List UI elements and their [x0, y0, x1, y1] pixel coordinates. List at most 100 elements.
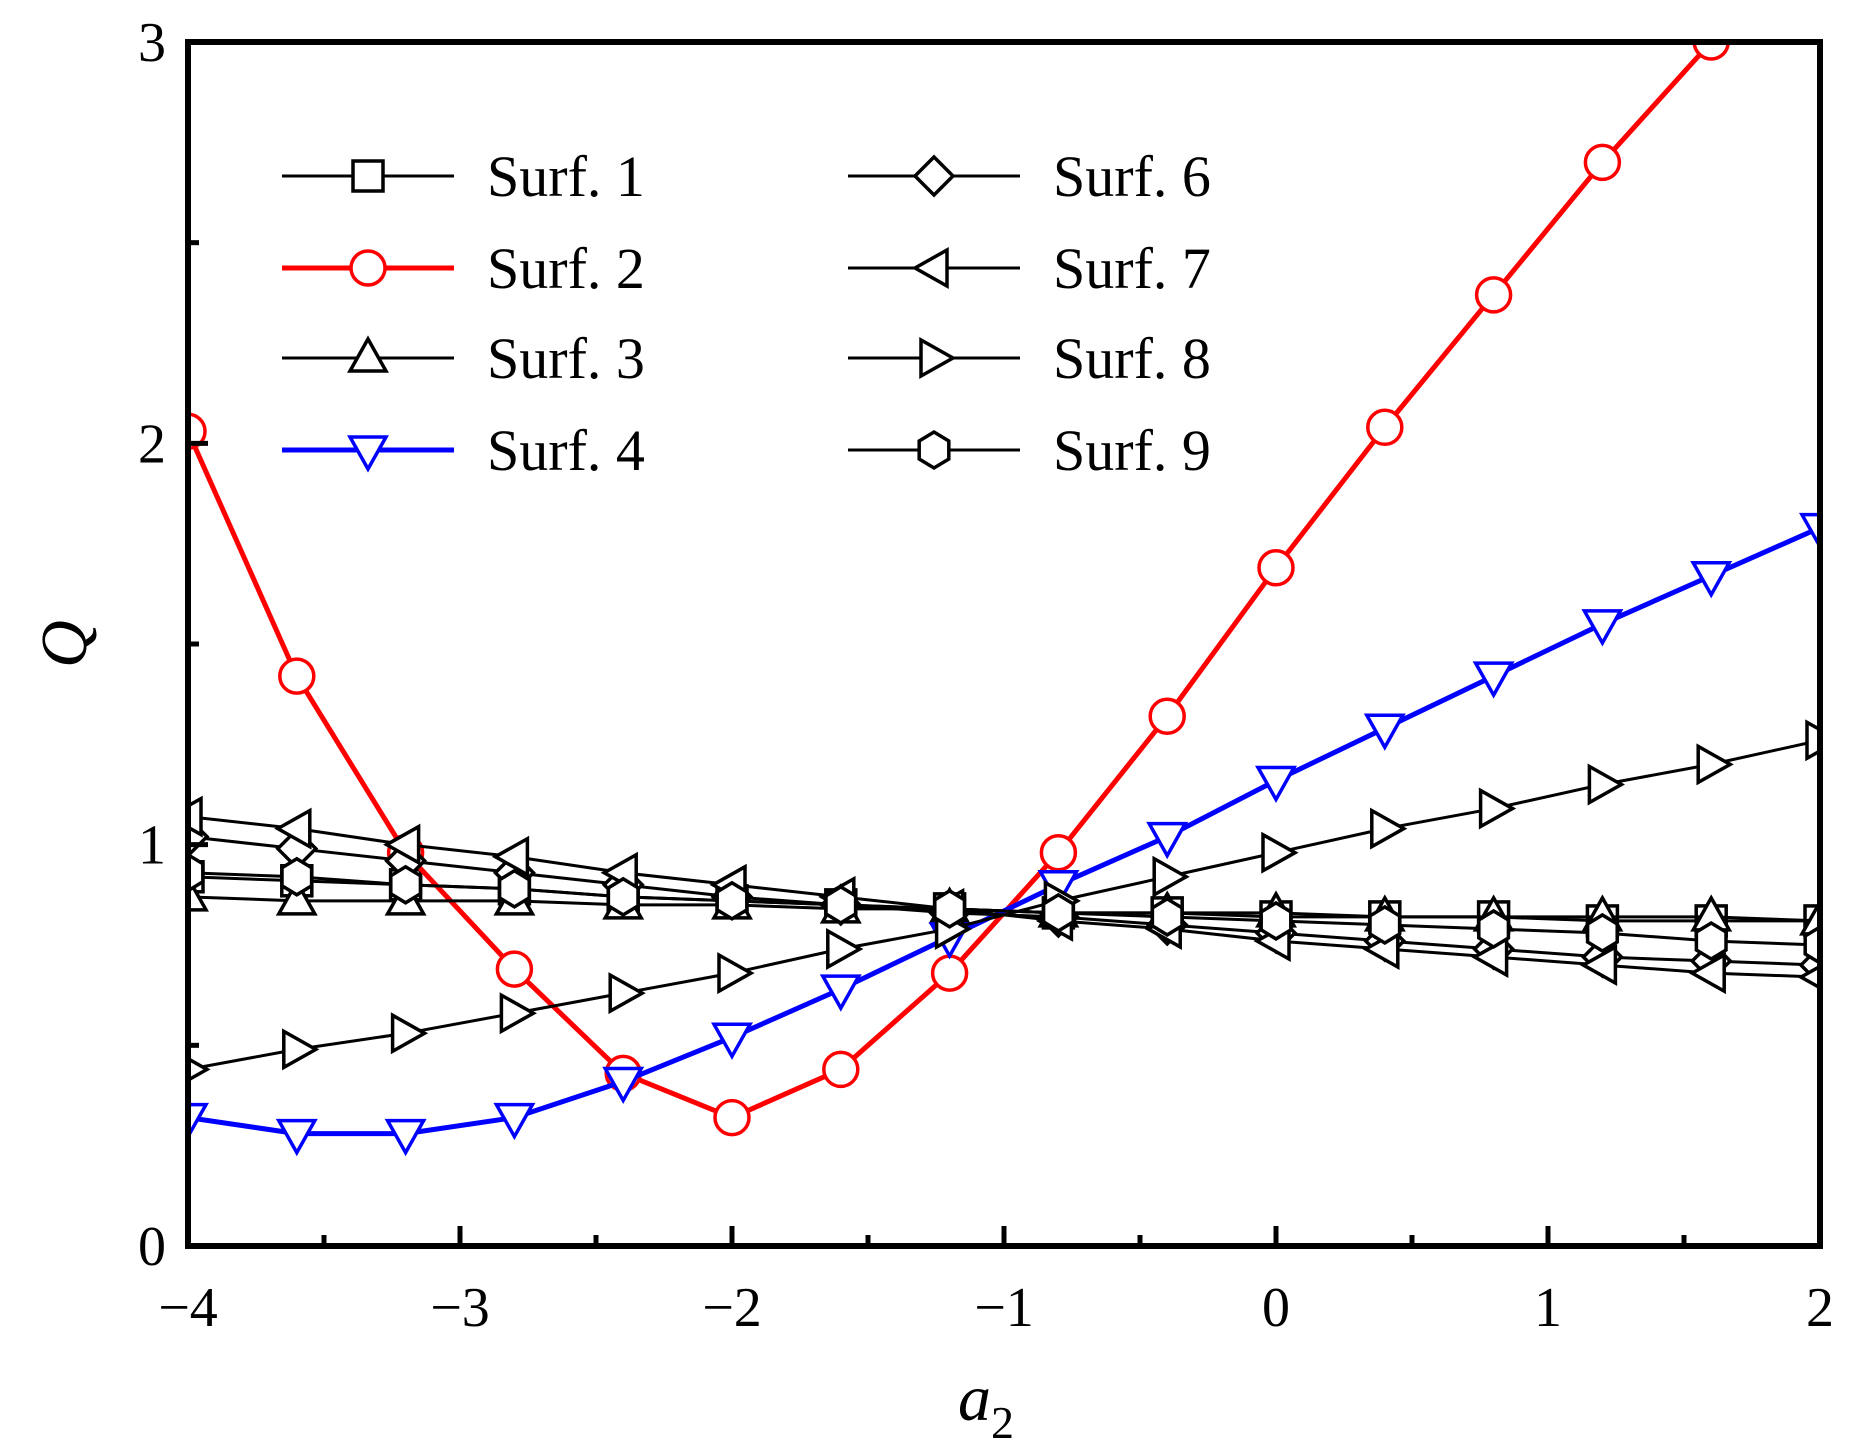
data-point-surf-9-5 — [715, 880, 749, 921]
legend-label-surf-9: Surf. 9 — [1053, 418, 1211, 483]
data-point-surf-9-14 — [1694, 920, 1728, 962]
data-point-surf-2-6 — [822, 1050, 860, 1089]
legend-label-surf-6: Surf. 6 — [1053, 144, 1211, 209]
data-point-surf-8-15 — [1805, 719, 1820, 762]
legend-marker-surf-7 — [911, 247, 949, 289]
y-tick-label: 0 — [138, 1216, 166, 1278]
data-point-surf-8-3 — [499, 992, 537, 1035]
data-point-surf-8-13 — [1587, 763, 1625, 806]
data-point-surf-4-12 — [1472, 661, 1515, 699]
data-point-surf-9-4 — [606, 876, 640, 917]
data-point-surf-2-10 — [1257, 548, 1295, 587]
y-tick-label: 1 — [138, 815, 166, 877]
data-point-surf-4-1 — [275, 1118, 318, 1157]
data-point-surf-9-0 — [188, 852, 205, 893]
legend-entry-surf-2: Surf. 2 — [282, 236, 645, 301]
data-point-surf-4-0 — [188, 1102, 209, 1141]
y-axis-title: Q — [28, 620, 101, 668]
legend-entry-surf-8: Surf. 8 — [848, 326, 1211, 391]
legend: Surf. 1 Surf. 2 Surf. 3 Surf. 4 Surf. 6 Surf.… — [282, 144, 1211, 483]
x-tick-label: 1 — [1534, 1277, 1562, 1339]
legend-label-surf-1: Surf. 1 — [487, 144, 645, 209]
data-point-surf-8-6 — [826, 928, 864, 971]
data-point-surf-7-13 — [1579, 944, 1618, 987]
data-point-surf-9-12 — [1477, 908, 1511, 949]
data-point-surf-9-11 — [1368, 904, 1402, 945]
data-point-surf-9-8 — [1041, 892, 1075, 933]
legend-marker-surf-3 — [347, 335, 389, 373]
data-point-surf-7-12 — [1471, 936, 1509, 979]
data-point-surf-2-8 — [1039, 833, 1078, 872]
data-point-surf-7-0 — [188, 795, 203, 838]
data-point-surf-8-1 — [282, 1028, 320, 1071]
data-point-surf-2-13 — [1583, 143, 1622, 182]
legend-marker-surf-2 — [349, 249, 387, 287]
data-point-surf-9-3 — [497, 868, 531, 909]
data-point-surf-4-10 — [1255, 765, 1297, 804]
data-point-surf-9-1 — [280, 856, 314, 897]
legend-entry-surf-7: Surf. 7 — [848, 236, 1211, 301]
x-tick-label: 0 — [1262, 1277, 1290, 1339]
data-point-surf-4-3 — [493, 1102, 536, 1141]
legend-marker-surf-9 — [917, 429, 951, 471]
legend-label-surf-3: Surf. 3 — [487, 326, 645, 391]
data-point-surf-4-15 — [1799, 512, 1820, 551]
data-point-surf-2-3 — [495, 950, 534, 988]
series-surf-9 — [188, 852, 1820, 966]
data-point-surf-9-10 — [1259, 900, 1293, 941]
data-point-surf-4-9 — [1146, 821, 1189, 860]
legend-label-surf-2: Surf. 2 — [487, 236, 645, 301]
data-point-surf-8-14 — [1696, 743, 1734, 786]
data-point-surf-8-10 — [1261, 831, 1299, 874]
data-point-surf-8-5 — [717, 952, 755, 995]
series-line-surf-8 — [188, 738, 1820, 1071]
x-axis-title-subscript: 2 — [991, 1397, 1014, 1448]
x-tick-label: −2 — [702, 1277, 762, 1339]
data-point-surf-2-1 — [278, 657, 316, 695]
x-axis-title: a2 — [958, 1362, 1014, 1448]
data-point-surf-9-9 — [1150, 896, 1184, 937]
data-point-surf-8-11 — [1370, 807, 1408, 850]
x-tick-label: 2 — [1806, 1277, 1834, 1339]
data-point-surf-9-13 — [1585, 912, 1619, 954]
axes: −4 −3 −2 −1 0 1 2 0 1 2 3 — [138, 12, 1834, 1339]
legend-label-surf-7: Surf. 7 — [1053, 236, 1211, 301]
data-point-surf-8-2 — [390, 1012, 429, 1055]
data-point-surf-7-1 — [274, 807, 312, 850]
legend-entry-surf-1: Surf. 1 — [282, 144, 645, 209]
data-point-surf-4-11 — [1363, 713, 1406, 751]
data-point-surf-8-9 — [1152, 855, 1190, 898]
data-point-surf-8-4 — [608, 972, 646, 1015]
x-tick-label: −3 — [430, 1277, 490, 1339]
data-point-surf-9-6 — [824, 884, 858, 925]
y-tick-label: 2 — [138, 413, 166, 475]
data-point-surf-2-5 — [713, 1098, 751, 1137]
data-point-surf-4-13 — [1581, 609, 1624, 647]
data-point-surf-4-5 — [711, 1022, 753, 1060]
y-tick-label: 3 — [138, 12, 166, 74]
legend-marker-surf-1 — [351, 159, 385, 193]
data-point-surf-4-2 — [384, 1118, 427, 1157]
data-point-surf-2-7 — [930, 954, 969, 992]
plot-area — [188, 42, 1820, 1157]
series-surf-8 — [188, 719, 1820, 1083]
data-point-surf-2-12 — [1474, 276, 1513, 314]
legend-label-surf-8: Surf. 8 — [1053, 326, 1211, 391]
x-axis-title-base: a — [958, 1362, 991, 1435]
data-point-surf-4-4 — [602, 1066, 645, 1105]
data-point-surf-9-2 — [389, 864, 423, 905]
x-tick-label: −1 — [974, 1277, 1034, 1339]
legend-marker-surf-6 — [912, 154, 956, 198]
legend-entry-surf-4: Surf. 4 — [282, 418, 645, 483]
data-point-surf-3-15 — [1799, 898, 1820, 936]
data-point-surf-7-3 — [491, 835, 530, 878]
legend-marker-surf-4 — [347, 435, 389, 473]
data-point-surf-7-14 — [1688, 952, 1726, 995]
data-point-surf-9-7 — [933, 888, 967, 929]
legend-entry-surf-6: Surf. 6 — [848, 144, 1211, 209]
legend-entry-surf-9: Surf. 9 — [848, 418, 1211, 483]
data-point-surf-9-15 — [1803, 924, 1820, 966]
data-point-surf-2-14 — [1692, 42, 1730, 61]
series-line-surf-9 — [188, 871, 1820, 947]
